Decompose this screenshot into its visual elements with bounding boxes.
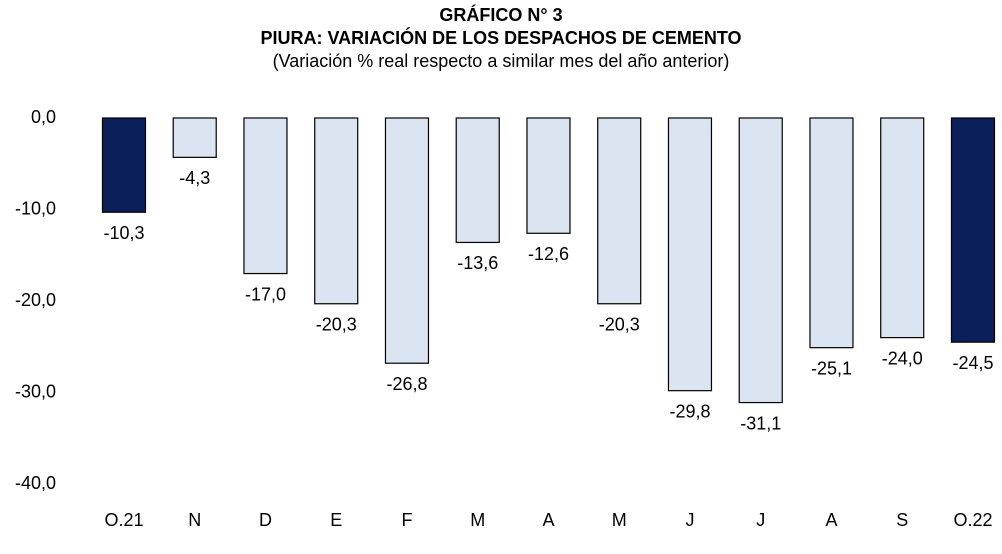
bar bbox=[314, 117, 359, 305]
bar bbox=[101, 117, 147, 213]
value-label: -20,3 bbox=[316, 314, 357, 334]
value-label: -24,0 bbox=[882, 348, 923, 368]
bar bbox=[809, 117, 854, 349]
x-tick-label: O.22 bbox=[953, 510, 992, 530]
value-label: -29,8 bbox=[669, 401, 710, 421]
bar bbox=[526, 117, 571, 234]
chart-title: GRÁFICO N° 3 bbox=[439, 4, 562, 25]
y-tick-label: -40,0 bbox=[15, 473, 56, 493]
bar bbox=[384, 117, 430, 364]
value-label: -4,3 bbox=[179, 168, 210, 188]
x-tick-label: S bbox=[896, 510, 908, 530]
x-tick-label: M bbox=[470, 510, 485, 530]
bar bbox=[880, 117, 925, 339]
value-label: -12,6 bbox=[528, 244, 569, 264]
y-tick-label: -10,0 bbox=[15, 198, 56, 218]
value-label: -20,3 bbox=[599, 314, 640, 334]
x-tick-label: A bbox=[542, 510, 554, 530]
value-label: -10,3 bbox=[103, 223, 144, 243]
x-tick-label: N bbox=[188, 510, 201, 530]
value-label: -17,0 bbox=[245, 284, 286, 304]
x-tick-label: M bbox=[612, 510, 627, 530]
chart-note: (Variación % real respecto a similar mes… bbox=[273, 51, 730, 71]
bar bbox=[455, 117, 500, 244]
x-tick-label: J bbox=[756, 510, 765, 530]
y-tick-label: 0,0 bbox=[31, 107, 56, 127]
x-tick-label: F bbox=[401, 510, 412, 530]
chart-subtitle: PIURA: VARIACIÓN DE LOS DESPACHOS DE CEM… bbox=[260, 27, 741, 48]
x-tick-label: O.21 bbox=[104, 510, 143, 530]
bar bbox=[172, 117, 217, 158]
y-tick-label: -30,0 bbox=[15, 381, 56, 401]
x-tick-label: A bbox=[825, 510, 837, 530]
bar bbox=[597, 117, 642, 305]
bar bbox=[950, 117, 996, 343]
x-tick-label: J bbox=[685, 510, 694, 530]
value-label: -13,6 bbox=[457, 253, 498, 273]
value-label: -24,5 bbox=[952, 353, 993, 373]
value-label: -26,8 bbox=[386, 374, 427, 394]
x-tick-label: D bbox=[259, 510, 272, 530]
value-label: -31,1 bbox=[740, 413, 781, 433]
y-tick-label: -20,0 bbox=[15, 290, 56, 310]
bar bbox=[738, 117, 783, 404]
x-tick-label: E bbox=[330, 510, 342, 530]
bar bbox=[667, 117, 713, 392]
value-label: -25,1 bbox=[811, 358, 852, 378]
bar bbox=[243, 117, 288, 275]
